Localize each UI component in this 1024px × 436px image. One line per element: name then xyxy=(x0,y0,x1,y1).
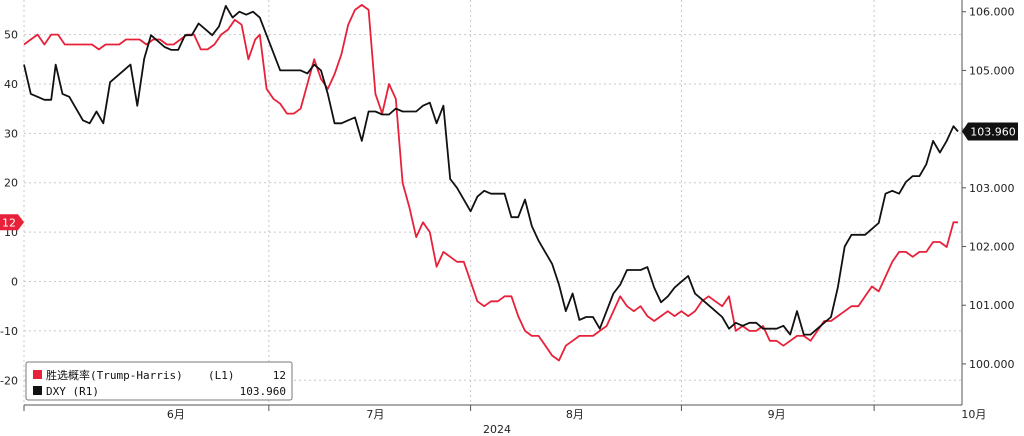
svg-text:103.960: 103.960 xyxy=(970,125,1016,138)
legend-swatch-probability xyxy=(33,370,42,379)
series-line-dxy xyxy=(23,5,959,336)
x-tick-label: 6月 xyxy=(167,408,185,421)
right-tick-label: 102.000 xyxy=(969,241,1015,254)
legend-label-probability: 胜选概率(Trump-Harris) xyxy=(46,368,183,382)
left-tick-label: 50 xyxy=(4,29,18,42)
right-last-value-tag: 103.960 xyxy=(962,122,1018,141)
x-tick-label: 10月 xyxy=(961,408,986,421)
left-tick-label: -10 xyxy=(0,325,18,338)
legend-label-dxy: DXY (R1) xyxy=(46,385,99,398)
left-tick-label: -20 xyxy=(0,374,18,387)
series-layer xyxy=(23,4,959,362)
left-last-value-tag: 12 xyxy=(0,214,24,231)
left-tick-label: 20 xyxy=(4,177,18,190)
x-axis-year-label: 2024 xyxy=(483,423,511,436)
x-tick-label: 7月 xyxy=(366,408,384,421)
plot-background xyxy=(24,0,962,405)
x-axis: 6月 7月 8月 9月 10月 xyxy=(23,405,986,421)
svg-text:12: 12 xyxy=(2,216,16,229)
x-tick-label: 8月 xyxy=(566,408,584,421)
legend-swatch-dxy xyxy=(33,386,42,395)
right-tick-label: 106.000 xyxy=(969,6,1015,19)
right-axis: 100.000101.000102.000103.000104.000105.0… xyxy=(962,6,1015,371)
legend-value-dxy: 103.960 xyxy=(240,385,286,398)
legend: 胜选概率(Trump-Harris) (L1) 12 DXY (R1) 103.… xyxy=(25,361,293,401)
series-line-probability xyxy=(23,4,958,362)
legend-box xyxy=(25,361,293,401)
legend-value-probability: 12 xyxy=(273,369,286,382)
right-tick-label: 105.000 xyxy=(969,64,1015,77)
right-tick-label: 101.000 xyxy=(969,299,1015,312)
x-tick-label: 9月 xyxy=(768,408,786,421)
right-tick-label: 100.000 xyxy=(969,358,1015,371)
left-tick-label: 0 xyxy=(11,276,18,289)
right-tick-label: 103.000 xyxy=(969,182,1015,195)
grid xyxy=(23,0,962,405)
left-tick-label: 30 xyxy=(4,127,18,140)
left-tick-label: 40 xyxy=(4,78,18,91)
legend-axis-probability: (L1) xyxy=(208,369,235,382)
